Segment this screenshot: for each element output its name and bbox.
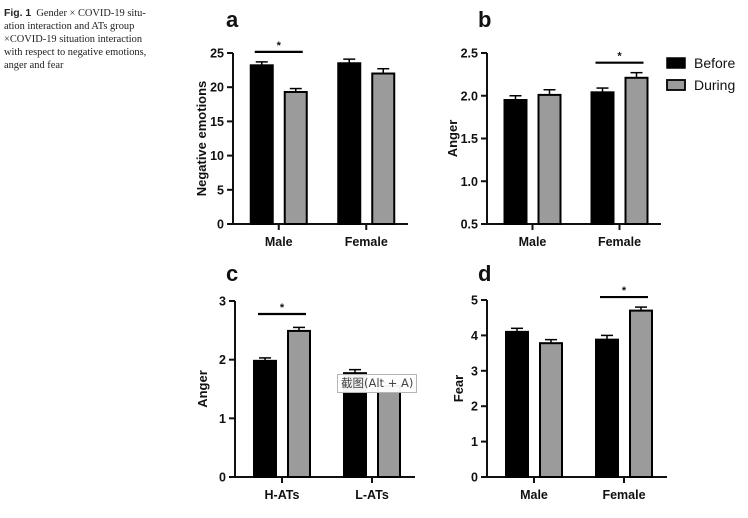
x-tick-label: L-ATs xyxy=(355,488,389,502)
y-tick-label: 0 xyxy=(471,471,478,485)
significance-star: * xyxy=(280,302,285,314)
y-tick-label: 2 xyxy=(471,400,478,414)
panel-letter: d xyxy=(478,261,491,286)
figure-caption: Fig. 1 Gender × COVID-19 situ- ation int… xyxy=(4,7,184,72)
screenshot-tooltip: 截图(Alt + A) xyxy=(337,374,418,393)
bar-during xyxy=(537,93,562,225)
x-tick-label: H-ATs xyxy=(265,488,300,502)
y-tick-label: 25 xyxy=(210,47,224,61)
y-tick-label: 3 xyxy=(471,364,478,378)
y-axis-label: Negative emotions xyxy=(194,81,209,197)
y-tick-label: 2 xyxy=(219,353,226,367)
bar-before xyxy=(595,338,619,479)
bar-during xyxy=(377,385,401,479)
bar-before xyxy=(590,91,615,225)
y-tick-label: 2.5 xyxy=(461,47,478,61)
legend-swatch-during xyxy=(666,79,686,91)
y-tick-label: 1 xyxy=(219,412,226,426)
y-tick-label: 10 xyxy=(210,149,224,163)
bar-before xyxy=(337,62,362,226)
y-axis-label: Anger xyxy=(445,120,460,158)
panel-c: c 0 1 2 3 Anger H-ATs * L-ATs xyxy=(195,261,415,502)
figure-label: Fig. 1 xyxy=(4,8,32,19)
legend-label-before: Before xyxy=(694,55,735,71)
bar-before xyxy=(249,64,274,225)
panel-letter: b xyxy=(478,7,491,32)
y-tick-label: 0.5 xyxy=(461,218,478,232)
bar-before xyxy=(503,99,528,225)
y-axis-label: Anger xyxy=(195,370,210,408)
y-tick-label: 2.0 xyxy=(461,89,478,103)
bar-before xyxy=(253,359,277,478)
y-tick-label: 3 xyxy=(219,295,226,309)
significance-star: * xyxy=(617,51,622,63)
x-tick-label: Male xyxy=(519,235,547,249)
legend-label-during: During xyxy=(694,77,735,93)
caption-line-3: ×COVID-19 situation interaction xyxy=(4,34,143,45)
panel-letter: c xyxy=(226,261,238,286)
y-tick-label: 1.0 xyxy=(461,175,478,189)
caption-line-4: with respect to negative emotions, xyxy=(4,47,147,58)
x-tick-label: Male xyxy=(520,488,548,502)
y-tick-label: 20 xyxy=(210,81,224,95)
bar-during xyxy=(539,342,563,478)
panel-letter: a xyxy=(226,7,239,32)
caption-line-5: anger and fear xyxy=(4,60,64,71)
y-tick-label: 1 xyxy=(471,435,478,449)
significance-star: * xyxy=(277,40,282,52)
bar-during xyxy=(287,329,311,479)
bar-during xyxy=(624,76,649,225)
caption-line-1: Gender × COVID-19 situ- xyxy=(36,8,146,19)
panel-b: b 0.5 1.0 1.5 2.0 2.5 Anger Male Female * xyxy=(445,7,661,249)
x-tick-label: Female xyxy=(598,235,641,249)
bar-during xyxy=(283,90,308,225)
significance-star: * xyxy=(622,285,627,297)
y-tick-label: 15 xyxy=(210,115,224,129)
y-tick-label: 5 xyxy=(217,183,224,197)
panel-a: a 0 5 10 15 20 25 Negative emotions Male * Female xyxy=(194,7,408,249)
y-tick-label: 0 xyxy=(219,471,226,485)
x-tick-label: Female xyxy=(602,488,645,502)
y-tick-label: 1.5 xyxy=(461,132,478,146)
bar-before xyxy=(505,330,529,478)
y-tick-label: 5 xyxy=(471,294,478,308)
legend-swatch-before xyxy=(666,57,686,69)
x-tick-label: Male xyxy=(265,235,293,249)
legend: Before During xyxy=(666,55,735,93)
bar-during xyxy=(371,72,396,225)
bar-during xyxy=(629,309,653,478)
caption-line-2: ation interaction and ATs group xyxy=(4,21,135,32)
y-axis-label: Fear xyxy=(451,375,466,402)
y-tick-label: 0 xyxy=(217,218,224,232)
y-tick-label: 4 xyxy=(471,329,478,343)
panel-d: d 0 1 2 3 4 5 Fear Male Female * xyxy=(451,261,667,502)
x-tick-label: Female xyxy=(345,235,388,249)
